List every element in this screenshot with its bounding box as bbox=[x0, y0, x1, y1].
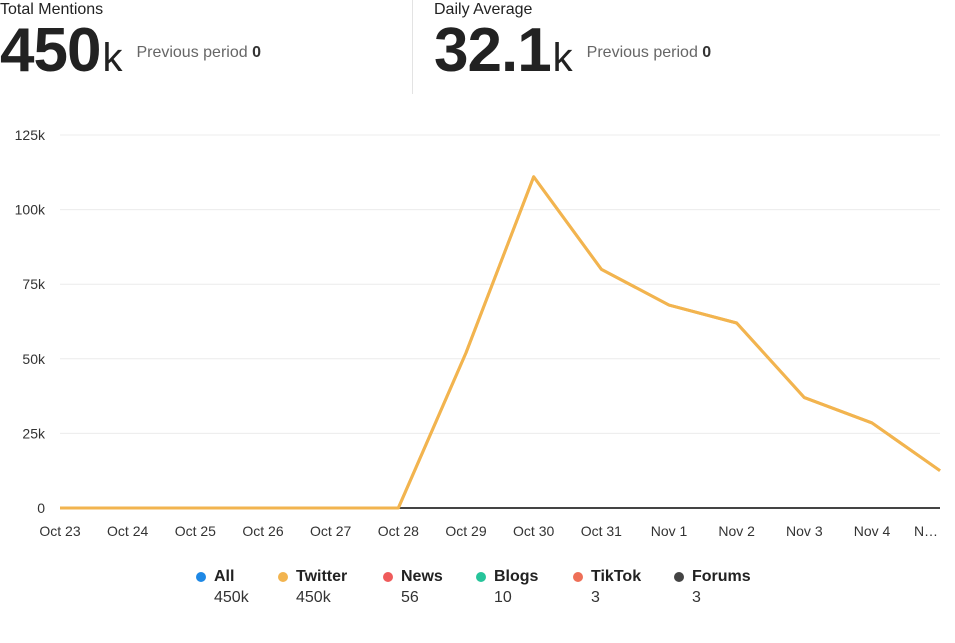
legend-item-value: 450k bbox=[296, 589, 331, 606]
x-tick-label: Oct 28 bbox=[378, 523, 419, 539]
kpi-unit: k bbox=[552, 36, 573, 80]
legend-item-name: Forums bbox=[692, 568, 751, 585]
kpi-previous-value: 0 bbox=[252, 44, 261, 61]
kpi-previous-value: 0 bbox=[702, 44, 712, 61]
legend-item-header: Twitter bbox=[278, 566, 347, 588]
kpi-previous-label: Previous period bbox=[136, 44, 248, 61]
x-tick-label: N… bbox=[914, 523, 938, 539]
kpi-previous-label: Previous period bbox=[586, 44, 698, 61]
x-tick-label: Nov 4 bbox=[854, 523, 891, 539]
x-tick-label: Nov 1 bbox=[651, 523, 688, 539]
kpi-value: 450 bbox=[0, 16, 101, 85]
series-line-twitter-peak[interactable] bbox=[396, 175, 941, 509]
legend-dot-icon bbox=[278, 572, 288, 582]
legend-item-value: 450k bbox=[214, 589, 249, 606]
legend-item-value: 56 bbox=[401, 589, 419, 606]
legend-item-name: Twitter bbox=[296, 568, 348, 585]
kpi-total-mentions: Total Mentions 450 k Previous period 0 bbox=[0, 0, 261, 82]
kpi-previous-period: Previous period 0 bbox=[136, 44, 261, 62]
legend-dot-icon bbox=[196, 572, 206, 582]
legend-item-header: News bbox=[383, 566, 443, 588]
y-tick-label: 0 bbox=[37, 500, 45, 516]
x-axis-ticks: Oct 23 Oct 24 Oct 25 Oct 26 Oct 27 Oct 28 Oct … bbox=[39, 523, 938, 539]
y-tick-label: 75k bbox=[22, 276, 46, 292]
legend-item-header: Forums bbox=[674, 566, 751, 588]
y-axis-ticks: 0 25k 50k 75k 100k 125k bbox=[15, 127, 46, 516]
x-tick-label: Oct 27 bbox=[310, 523, 351, 539]
legend-item-blogs[interactable]: Blogs 10 bbox=[476, 566, 538, 607]
legend-dot-icon bbox=[476, 572, 486, 582]
x-tick-label: Nov 2 bbox=[718, 523, 755, 539]
legend-item-all[interactable]: All 450k bbox=[196, 566, 249, 607]
legend-item-name: News bbox=[401, 568, 443, 585]
kpi-daily-average: Daily Average 32.1 k Previous period 0 bbox=[434, 0, 711, 82]
x-tick-label: Oct 29 bbox=[445, 523, 486, 539]
y-tick-label: 125k bbox=[15, 127, 46, 143]
kpi-title: Total Mentions bbox=[0, 1, 104, 18]
legend-dot-icon bbox=[573, 572, 583, 582]
kpi-unit: k bbox=[102, 36, 123, 80]
y-tick-label: 50k bbox=[22, 351, 46, 367]
chart-legend: All 450k Twitter 450k News 56 Blogs 10 TikTok 3 Fo… bbox=[0, 566, 955, 626]
legend-item-header: Blogs bbox=[476, 566, 538, 588]
legend-item-header: All bbox=[196, 566, 249, 588]
x-tick-label: Nov 3 bbox=[786, 523, 823, 539]
legend-item-name: Blogs bbox=[494, 568, 539, 585]
x-tick-label: Oct 23 bbox=[39, 523, 80, 539]
legend-item-value: 3 bbox=[692, 589, 701, 606]
x-tick-label: Oct 24 bbox=[107, 523, 148, 539]
x-tick-label: Oct 31 bbox=[581, 523, 622, 539]
legend-dot-icon bbox=[383, 572, 393, 582]
kpi-divider bbox=[412, 0, 413, 94]
series-line-twitter[interactable] bbox=[60, 175, 941, 510]
kpi-previous-period: Previous period 0 bbox=[587, 44, 712, 62]
x-tick-label: Oct 25 bbox=[175, 523, 216, 539]
legend-item-name: All bbox=[214, 568, 235, 585]
chart-grid bbox=[60, 134, 940, 509]
y-tick-label: 25k bbox=[22, 425, 46, 441]
legend-item-forums[interactable]: Forums 3 bbox=[674, 566, 751, 607]
x-tick-label: Oct 26 bbox=[242, 523, 283, 539]
legend-item-name: TikTok bbox=[591, 568, 642, 585]
kpi-title: Daily Average bbox=[434, 1, 533, 18]
legend-item-twitter[interactable]: Twitter 450k bbox=[278, 566, 347, 607]
legend-item-value: 3 bbox=[591, 589, 600, 606]
legend-item-header: TikTok bbox=[573, 566, 641, 588]
legend-item-tiktok[interactable]: TikTok 3 bbox=[573, 566, 641, 607]
legend-item-value: 10 bbox=[494, 589, 512, 606]
y-tick-label: 100k bbox=[15, 202, 46, 218]
kpi-value: 32.1 bbox=[434, 16, 552, 85]
x-tick-label: Oct 30 bbox=[513, 523, 554, 539]
chart-series bbox=[60, 175, 941, 510]
legend-dot-icon bbox=[674, 572, 684, 582]
legend-item-news[interactable]: News 56 bbox=[383, 566, 443, 607]
